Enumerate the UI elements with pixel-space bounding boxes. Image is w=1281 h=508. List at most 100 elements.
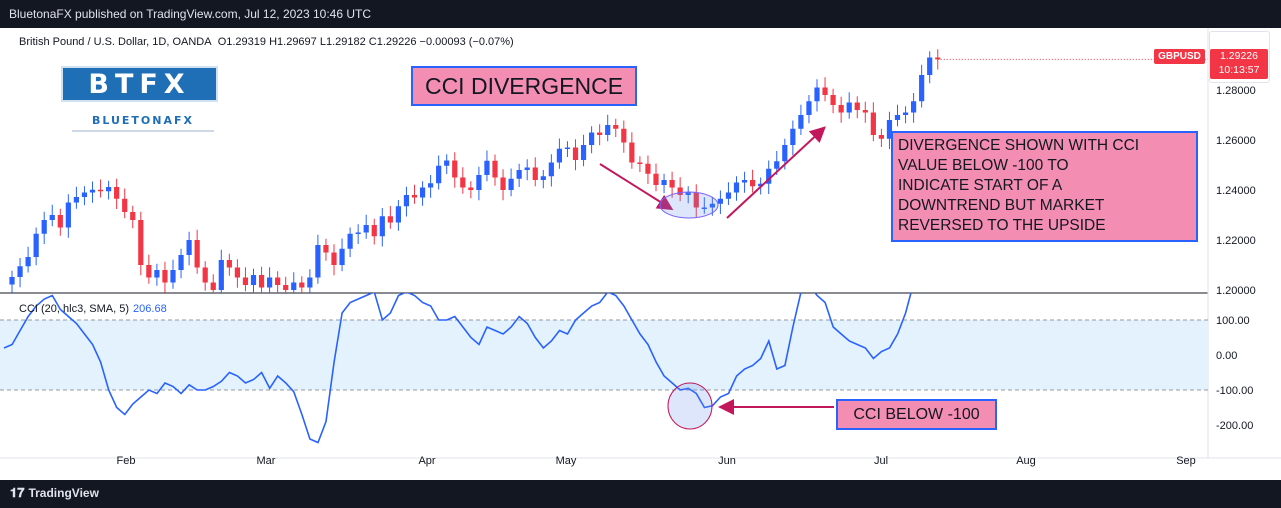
btfx-logo: BTFX	[61, 66, 218, 102]
candle-body	[331, 252, 337, 265]
candle-body	[476, 175, 482, 190]
cci-tick-label: 100.00	[1216, 315, 1250, 327]
candle-body	[25, 257, 31, 267]
candle-body	[242, 277, 249, 285]
symbol-label: British Pound / U.S. Dollar, 1D, OANDA	[19, 36, 212, 48]
candle-body	[782, 145, 788, 162]
candle-body	[379, 216, 385, 237]
chart-header: British Pound / U.S. Dollar, 1D, OANDA O…	[19, 36, 514, 48]
candle-body	[234, 267, 240, 278]
tv-icon: 𝟏𝟕	[10, 486, 25, 501]
candle-body	[41, 220, 47, 234]
cci-band	[0, 319, 1208, 391]
publisher-bar: BluetonaFX published on TradingView.com,…	[0, 0, 1281, 28]
candle-body	[218, 260, 224, 290]
divergence-line: VALUE BELOW -100 TO	[898, 157, 1069, 174]
ohlc-values: O1.29319 H1.29697 L1.29182 C1.29226 −0.0…	[217, 36, 514, 48]
candle-body	[81, 192, 88, 197]
candle-body	[299, 282, 305, 288]
candle-body	[822, 87, 828, 95]
candle-body	[540, 176, 546, 180]
candle-body	[444, 160, 450, 166]
candle-body	[629, 142, 635, 163]
candle-body	[870, 112, 876, 135]
candle-body	[138, 220, 144, 265]
candle-body	[580, 145, 587, 160]
candle-body	[492, 160, 498, 178]
candle-body	[347, 233, 353, 249]
down-arrow	[599, 163, 674, 211]
candle-body	[89, 189, 96, 193]
candle-body	[114, 187, 120, 199]
chart-canvas[interactable]: 1.28000 1.26000 1.24000 1.22000 1.20000 100.0…	[0, 0, 1281, 480]
candle-body	[597, 132, 603, 135]
candle-body	[210, 282, 216, 290]
candle-body	[411, 195, 418, 198]
candle-body	[460, 177, 466, 188]
annotations-graphics	[599, 58, 1208, 430]
candle-body	[902, 112, 909, 115]
cci-tick-label: -200.00	[1216, 420, 1253, 432]
axes: 1.28000 1.26000 1.24000 1.22000 1.20000 100.0…	[117, 85, 1256, 467]
candle-body	[500, 177, 506, 190]
price-tick-label: 1.28000	[1216, 85, 1256, 97]
divergence-line: INDICATE START OF A	[898, 177, 1063, 194]
candle-body	[371, 225, 377, 237]
cci-tick-label: -100.00	[1216, 385, 1253, 397]
price-low-ellipse	[659, 191, 719, 219]
candle-body	[661, 180, 667, 185]
candle-body	[717, 198, 723, 204]
candle-body	[830, 95, 836, 105]
candle-body	[669, 180, 675, 188]
price-tick-label: 1.26000	[1216, 135, 1256, 147]
candle-body	[17, 266, 23, 277]
price-tag: 1.29226 10:13:57	[1210, 49, 1268, 79]
candle-body	[806, 101, 812, 115]
tradingview-logo: 𝟏𝟕 TradingView	[10, 486, 99, 501]
divergence-line: REVERSED TO THE UPSIDE	[898, 217, 1106, 234]
candle-body	[709, 203, 715, 208]
candle-body	[846, 102, 852, 113]
candle-body	[307, 277, 313, 288]
publisher-text: BluetonaFX published on TradingView.com,…	[9, 7, 372, 21]
candle-body	[911, 101, 917, 113]
candle-body	[395, 206, 401, 223]
candle-body	[65, 202, 71, 228]
chart-background	[0, 28, 1281, 480]
divergence-line: DIVERGENCE SHOWN WITH CCI	[898, 137, 1140, 154]
candle-body	[516, 170, 522, 179]
candle-body	[339, 248, 345, 265]
time-tick-label: Mar	[257, 455, 276, 467]
candle-body	[178, 255, 184, 270]
candle-body	[790, 128, 796, 145]
watchlist-box[interactable]	[1209, 31, 1270, 83]
cci-tick-label: 0.00	[1216, 350, 1237, 362]
cci-line	[3, 293, 912, 444]
candle-body	[202, 267, 208, 283]
candle-body	[154, 270, 160, 278]
candle-body	[355, 232, 361, 234]
indicator-label: CCI (20, hlc3, SMA, 5)	[19, 303, 130, 315]
candle-body	[741, 180, 748, 183]
time-tick-label: Sep	[1176, 455, 1196, 467]
candle-body	[532, 167, 538, 180]
candle-body	[758, 183, 764, 187]
footer-bar: 𝟏𝟕 TradingView	[0, 480, 1281, 508]
candle-body	[122, 198, 128, 212]
candle-body	[428, 183, 434, 188]
candle-body	[468, 187, 474, 190]
candle-body	[927, 57, 933, 75]
last-price: 1.29226	[1220, 50, 1258, 62]
candle-body	[838, 105, 844, 113]
candle-body	[130, 212, 136, 220]
symbol-tag: GBPUSD	[1154, 49, 1205, 64]
cci-band-fill	[0, 320, 1208, 390]
candle-body	[97, 189, 104, 192]
candle-body	[484, 160, 490, 175]
cci-low-circle	[667, 382, 713, 430]
candle-body	[106, 187, 112, 192]
candle-body	[258, 275, 265, 288]
candle-body	[146, 265, 152, 278]
footer-brand: TradingView	[28, 486, 99, 500]
candle-body	[613, 125, 619, 129]
